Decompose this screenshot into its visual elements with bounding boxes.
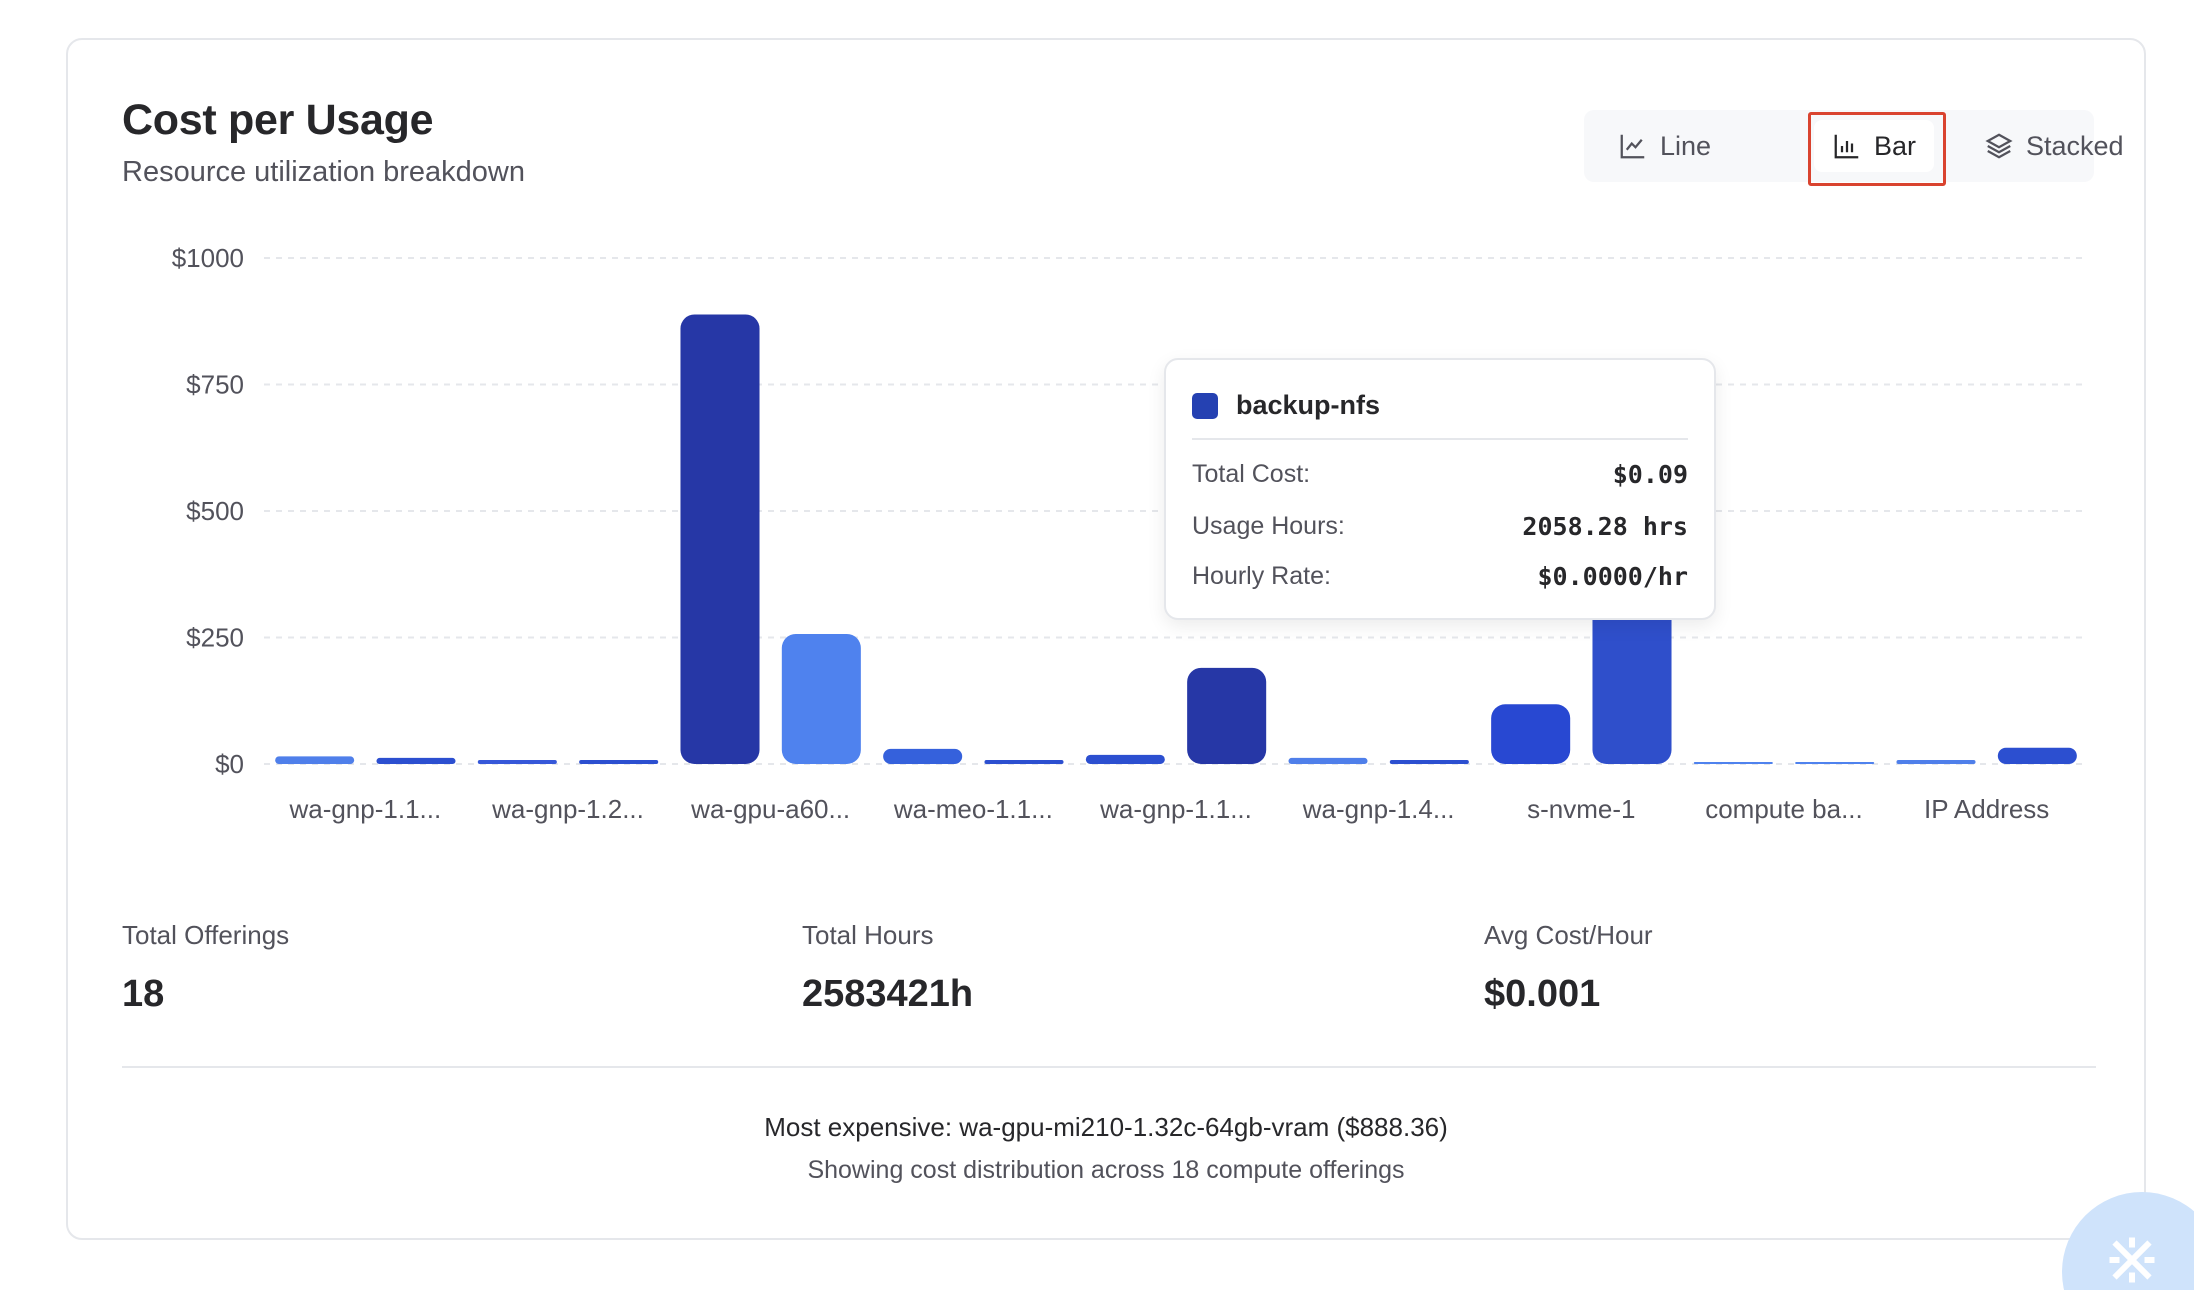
y-tick-label: $750: [186, 370, 244, 400]
bar-view-button[interactable]: Bar: [1807, 112, 1947, 186]
card-title: Cost per Usage: [122, 96, 434, 144]
line-view-button[interactable]: Line: [1600, 120, 1729, 172]
x-tick-label: wa-gnp-1.2...: [491, 794, 644, 824]
stat-value: 18: [122, 973, 165, 1015]
bar[interactable]: [1896, 760, 1976, 764]
bar[interactable]: [275, 756, 355, 764]
stat-label: Total Hours: [802, 920, 934, 950]
line-view-label: Line: [1660, 130, 1712, 161]
x-tick-label: wa-gnp-1.4...: [1302, 794, 1455, 824]
tooltip-series-name: backup-nfs: [1236, 390, 1381, 420]
stat-avg-cost-hour: Avg Cost/Hour $0.001: [1484, 920, 1653, 1016]
bar[interactable]: [1085, 754, 1165, 764]
x-tick-label: wa-gnp-1.1...: [1099, 794, 1252, 824]
y-tick-label: $500: [186, 496, 244, 526]
card-subtitle: Resource utilization breakdown: [122, 156, 525, 188]
stat-value: 2583421h: [802, 973, 974, 1015]
tooltip-divider: [1192, 438, 1688, 440]
stat-total-offerings: Total Offerings 18: [122, 920, 289, 1016]
bar[interactable]: [984, 760, 1064, 764]
x-tick-label: wa-meo-1.1...: [893, 794, 1053, 824]
bar[interactable]: [1491, 704, 1571, 764]
bar[interactable]: [1288, 757, 1368, 764]
tooltip-value: 2058.28 hrs: [1522, 512, 1688, 541]
x-tick-label: s-nvme-1: [1527, 794, 1635, 824]
footer-divider: [122, 1066, 2096, 1068]
y-tick-label: $1000: [172, 243, 244, 273]
bar[interactable]: [1693, 762, 1773, 764]
cost-bar-chart: $0 $250 $500 $750 $1000 wa-gnp-1.1... wa-gnp-1…: [172, 243, 2088, 824]
tooltip-value: $0.09: [1612, 460, 1688, 489]
tooltip-label: Usage Hours:: [1192, 512, 1345, 540]
stat-label: Total Offerings: [122, 920, 290, 950]
tooltip-row-total-cost: Total Cost: $0.09: [1192, 460, 1688, 489]
tooltip-row-usage-hours: Usage Hours: 2058.28 hrs: [1192, 512, 1688, 541]
stat-label: Avg Cost/Hour: [1484, 920, 1653, 950]
x-tick-label: compute ba...: [1705, 794, 1863, 824]
y-tick-label: $250: [186, 623, 244, 653]
bar[interactable]: [680, 314, 760, 764]
tooltip-label: Total Cost:: [1192, 460, 1311, 488]
bar[interactable]: [1389, 760, 1469, 764]
bar[interactable]: [1795, 762, 1875, 764]
bar[interactable]: [477, 760, 557, 764]
most-expensive-text: Most expensive: wa-gpu-mi210-1.32c-64gb-…: [764, 1112, 1448, 1142]
tooltip-label: Hourly Rate:: [1192, 562, 1331, 590]
chart-type-toggle: Line Bar Stacked: [1584, 110, 2124, 186]
bar[interactable]: [579, 760, 659, 764]
bar[interactable]: [1997, 747, 2077, 764]
x-tick-label: wa-gnp-1.1...: [288, 794, 441, 824]
distribution-note: Showing cost distribution across 18 comp…: [807, 1156, 1405, 1184]
stat-total-hours: Total Hours 2583421h: [802, 920, 973, 1016]
x-tick-label: IP Address: [1924, 794, 2049, 824]
tooltip-swatch: [1192, 392, 1218, 419]
bar[interactable]: [781, 633, 861, 764]
bar[interactable]: [883, 748, 963, 764]
tooltip-value: $0.0000/hr: [1537, 562, 1688, 591]
stacked-view-button[interactable]: Stacked: [1966, 120, 2142, 172]
bar[interactable]: [1187, 667, 1267, 764]
x-tick-label: wa-gpu-a60...: [690, 794, 850, 824]
y-tick-label: $0: [215, 749, 244, 779]
bar-tooltip: backup-nfs Total Cost: $0.09 Usage Hours…: [1164, 358, 1716, 620]
bar[interactable]: [376, 757, 456, 764]
line-chart-icon: [1620, 134, 1645, 159]
tooltip-header: backup-nfs: [1192, 390, 1688, 421]
tooltip-row-hourly-rate: Hourly Rate: $0.0000/hr: [1192, 562, 1688, 591]
stacked-view-label: Stacked: [2026, 130, 2124, 161]
assistant-logo-icon: [2109, 1237, 2155, 1283]
stat-value: $0.001: [1484, 973, 1601, 1015]
assistant-fab[interactable]: [2062, 1192, 2194, 1290]
bar[interactable]: [1592, 597, 1672, 764]
layers-icon: [1985, 133, 2013, 159]
cost-per-usage-card: Cost per Usage Resource utilization brea…: [66, 38, 2146, 1240]
